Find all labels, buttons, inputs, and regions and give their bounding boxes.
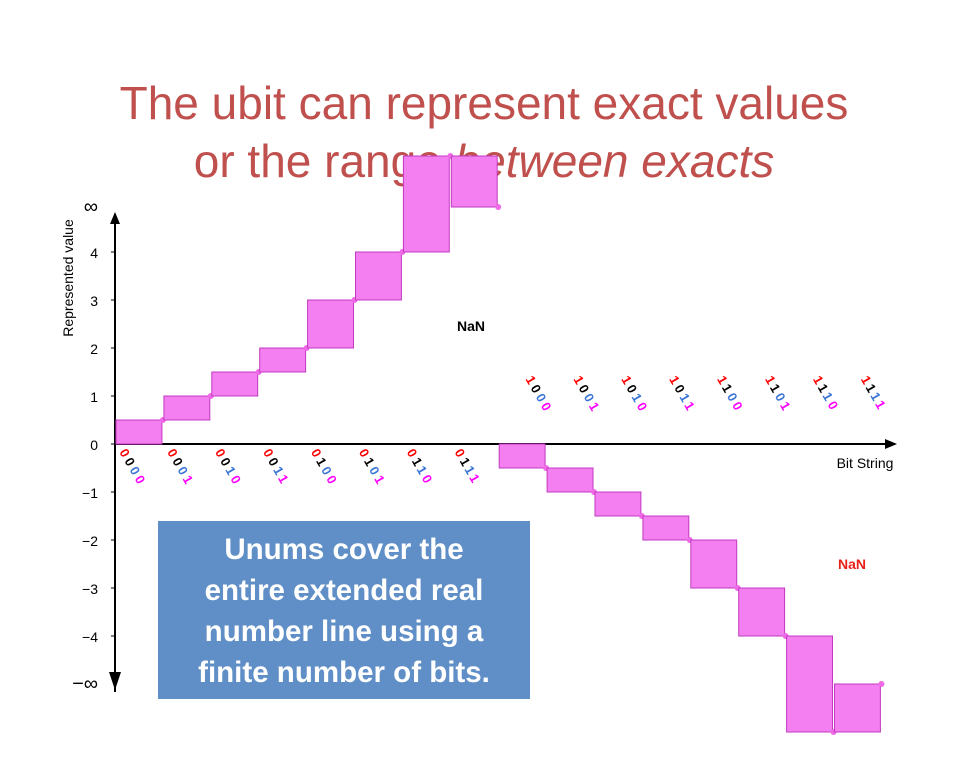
- range-box-negative: [594, 491, 642, 517]
- x-axis-label: Bit String: [837, 455, 894, 471]
- range-box-positive: [355, 251, 402, 301]
- y-tick-label: −4: [82, 629, 98, 645]
- range-box-negative: [546, 467, 594, 493]
- range-box-positive: [163, 395, 211, 421]
- bit-string-label: 1111: [858, 373, 889, 411]
- y-tick-label: 4: [90, 245, 98, 261]
- bit-string-label: 1101: [762, 373, 794, 413]
- exact-point-positive: [495, 204, 502, 210]
- y-tick-label: ∞: [84, 196, 98, 218]
- range-box-positive: [211, 371, 259, 397]
- bit-string-label: 0101: [356, 446, 388, 486]
- y-tick-label: −1: [82, 485, 98, 501]
- range-box-negative: [642, 515, 690, 541]
- range-box-negative: [690, 539, 738, 589]
- title-line-2-italic: between exacts: [454, 135, 775, 187]
- callout-line-2: entire extended real: [204, 574, 484, 607]
- y-axis-label: Represented value: [60, 219, 76, 337]
- y-axis-down-arrow: [109, 672, 121, 690]
- bit-string-label: 1001: [571, 373, 603, 413]
- range-box-negative: [498, 443, 546, 469]
- y-tick-label: 0: [90, 437, 98, 453]
- y-tick-label: 2: [90, 341, 98, 357]
- range-box-positive: [402, 155, 450, 253]
- bit-string-label: 0111: [452, 446, 483, 485]
- callout-box: Unums cover the entire extended real num…: [158, 521, 530, 699]
- title-line-2-plain: or the range: [193, 135, 455, 187]
- bit-string-label: 0010: [212, 446, 244, 486]
- y-tick-label: 3: [90, 293, 98, 309]
- y-tick-label: 1: [90, 389, 98, 405]
- callout-line-4: finite number of bits.: [198, 656, 490, 689]
- bit-string-label: 0001: [164, 446, 196, 486]
- bit-string-label: 0110: [404, 446, 436, 486]
- range-box-positive: [450, 155, 498, 208]
- y-tick-label: −∞: [72, 673, 98, 695]
- callout-line-1: Unums cover the: [224, 533, 464, 566]
- nan-label-positive: NaN: [457, 318, 485, 334]
- slide-title-line-2: or the range between exacts: [0, 132, 968, 190]
- nan-label-negative: NaN: [838, 556, 866, 572]
- range-box-positive: [115, 419, 163, 445]
- exact-point-negative: [878, 681, 885, 687]
- y-tick-label: −3: [82, 581, 98, 597]
- bit-string-label: 0011: [260, 446, 292, 486]
- bit-string-label: 0100: [308, 446, 340, 486]
- range-box-negative: [786, 635, 833, 733]
- bit-string-label: 1100: [714, 373, 746, 413]
- y-tick-label: −2: [82, 533, 98, 549]
- bit-string-label: 1010: [618, 373, 650, 413]
- slide-title-line-1: The ubit can represent exact values: [119, 77, 849, 129]
- range-box-negative: [738, 587, 786, 637]
- range-box-positive: [259, 347, 307, 373]
- bit-string-label: 1011: [666, 373, 698, 413]
- bit-string-label: 1110: [810, 373, 841, 412]
- bit-string-label: 0000: [116, 446, 148, 486]
- range-box-negative: [834, 683, 881, 733]
- bit-string-label: 1000: [523, 373, 555, 413]
- callout-line-3: number line using a: [204, 615, 484, 648]
- range-box-positive: [307, 299, 355, 349]
